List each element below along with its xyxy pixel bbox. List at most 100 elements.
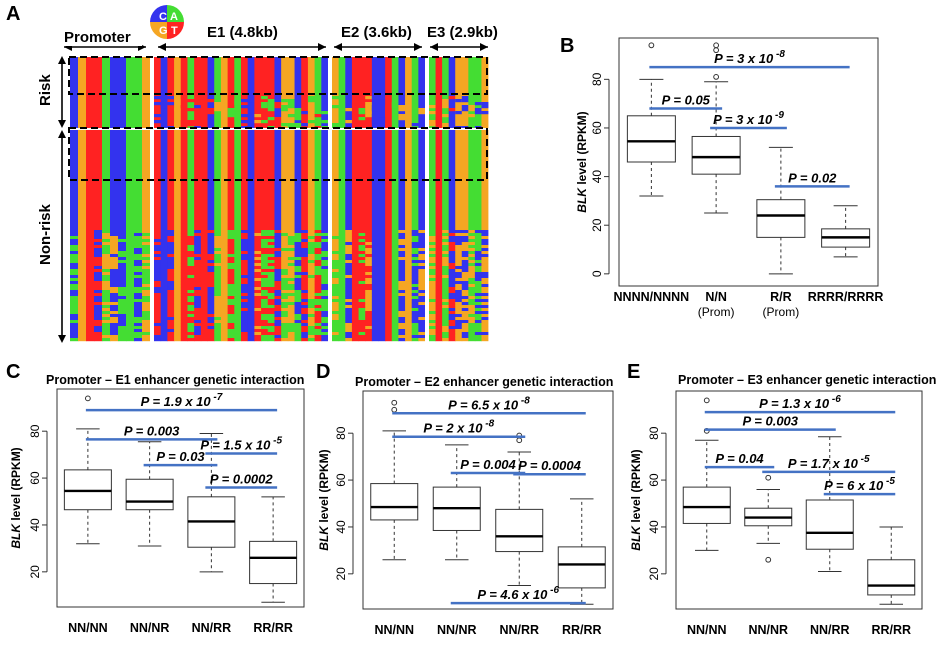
heat-cell: [234, 233, 242, 237]
heat-cell: [274, 254, 282, 258]
heat-cell: [254, 290, 262, 294]
heat-cell: [227, 233, 235, 237]
heat-cell: [214, 302, 222, 306]
heat-cell: [274, 305, 282, 309]
heat-cell: [94, 57, 103, 128]
heat-cell: [70, 239, 79, 243]
heat-cell: [261, 269, 269, 273]
heat-cell: [287, 272, 295, 276]
heat-cell: [468, 251, 476, 255]
heat-cell: [180, 57, 188, 128]
heat-cell: [385, 284, 393, 288]
heat-cell: [118, 236, 127, 240]
heat-cell: [338, 335, 346, 339]
heat-cell: [194, 263, 202, 267]
heat-cell: [261, 248, 269, 252]
heat-cell: [332, 335, 340, 339]
heat-cell: [429, 323, 436, 327]
heat-cell: [307, 302, 316, 306]
heat-cell: [468, 326, 476, 330]
heat-cell: [220, 314, 229, 318]
heat-cell: [142, 275, 151, 279]
heat-cell: [345, 263, 353, 267]
heat-cell: [332, 239, 340, 243]
heat-cell: [110, 311, 119, 315]
heat-cell: [274, 287, 282, 291]
heat-cell: [154, 314, 162, 318]
heat-cell: [398, 233, 406, 237]
heat-cell: [174, 305, 182, 309]
heat-cell: [118, 338, 127, 342]
heat-cell: [187, 251, 195, 255]
heat-cell: [126, 335, 135, 339]
heat-cell: [241, 242, 249, 246]
y-label-gene: BLK: [317, 525, 331, 551]
heat-cell: [70, 263, 79, 267]
heat-cell: [94, 287, 103, 291]
heat-cell: [321, 257, 329, 261]
heat-cell: [187, 275, 195, 279]
heat-cell: [86, 284, 95, 288]
heat-cell: [461, 296, 469, 300]
heat-cell: [70, 251, 79, 255]
heat-cell: [307, 317, 316, 321]
heat-cell: [207, 296, 215, 300]
chart-title-c: Promoter – E1 enhancer genetic interacti…: [46, 373, 304, 387]
heat-cell: [378, 114, 386, 118]
heat-cell: [411, 296, 419, 300]
heat-cell: [435, 254, 443, 258]
heat-cell: [220, 317, 229, 321]
heat-cell: [70, 245, 79, 249]
heat-cell: [287, 281, 295, 285]
heat-cell: [411, 320, 419, 324]
heat-cell: [358, 326, 366, 330]
heat-cell: [118, 257, 127, 261]
p-value-label: P = 0.02: [788, 170, 837, 185]
heat-cell: [134, 308, 143, 312]
p-value-mantissa: P = 3 x 10: [713, 112, 773, 127]
heat-cell: [200, 335, 208, 339]
heat-cell: [261, 272, 269, 276]
heat-cell: [160, 245, 168, 249]
heat-cell: [455, 57, 463, 128]
heat-cell: [110, 314, 119, 318]
heat-cell: [274, 266, 282, 270]
heat-cell: [207, 99, 215, 103]
heat-cell: [287, 230, 295, 234]
heat-cell: [261, 281, 269, 285]
heat-cell: [118, 326, 127, 330]
heat-cell: [180, 254, 188, 258]
heat-cell: [371, 287, 379, 291]
heat-cell: [345, 329, 353, 333]
heat-cell: [371, 230, 379, 234]
heat-cell: [468, 314, 476, 318]
heat-cell: [126, 326, 135, 330]
heat-cell: [418, 287, 426, 291]
heat-cell: [254, 305, 262, 309]
heat-cell: [118, 230, 127, 234]
heat-cell: [200, 302, 208, 306]
heat-cell: [102, 332, 111, 336]
highlight-boxes: [68, 56, 488, 181]
heat-cell: [405, 254, 413, 258]
heat-cell: [371, 293, 379, 297]
heat-cell: [102, 302, 111, 306]
heat-cell: [378, 335, 386, 339]
heat-cell: [474, 239, 482, 243]
heat-cell: [481, 308, 489, 312]
heat-cell: [94, 254, 103, 258]
heat-cell: [142, 272, 151, 276]
heat-cell: [418, 108, 426, 112]
heat-cell: [180, 305, 188, 309]
heat-cell: [126, 293, 135, 297]
heat-cell: [345, 281, 353, 285]
heat-cell: [194, 305, 202, 309]
p-value-label: P = 0.03: [156, 449, 205, 464]
category-label: NN/NN: [374, 623, 414, 637]
heat-cell: [287, 236, 295, 240]
heat-cell: [365, 320, 373, 324]
heat-cell: [281, 338, 289, 342]
heat-cell: [207, 338, 215, 342]
heat-cell: [321, 317, 329, 321]
heat-cell: [220, 260, 229, 264]
